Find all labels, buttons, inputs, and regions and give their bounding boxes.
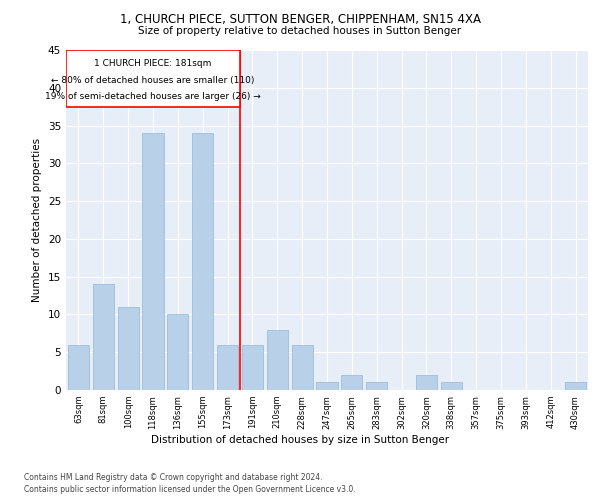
Bar bbox=[68, 344, 89, 390]
Text: 1, CHURCH PIECE, SUTTON BENGER, CHIPPENHAM, SN15 4XA: 1, CHURCH PIECE, SUTTON BENGER, CHIPPENH… bbox=[119, 12, 481, 26]
Bar bbox=[316, 382, 338, 390]
Bar bbox=[565, 382, 586, 390]
Bar bbox=[441, 382, 462, 390]
Bar bbox=[292, 344, 313, 390]
Bar bbox=[366, 382, 387, 390]
Text: 19% of semi-detached houses are larger (26) →: 19% of semi-detached houses are larger (… bbox=[45, 92, 261, 102]
Bar bbox=[167, 314, 188, 390]
Text: Distribution of detached houses by size in Sutton Benger: Distribution of detached houses by size … bbox=[151, 435, 449, 445]
Bar bbox=[217, 344, 238, 390]
FancyBboxPatch shape bbox=[66, 50, 240, 106]
Bar bbox=[118, 307, 139, 390]
Y-axis label: Number of detached properties: Number of detached properties bbox=[32, 138, 43, 302]
Bar bbox=[192, 133, 213, 390]
Text: Contains public sector information licensed under the Open Government Licence v3: Contains public sector information licen… bbox=[24, 485, 356, 494]
Bar bbox=[341, 375, 362, 390]
Text: ← 80% of detached houses are smaller (110): ← 80% of detached houses are smaller (11… bbox=[52, 76, 254, 84]
Bar bbox=[242, 344, 263, 390]
Bar bbox=[267, 330, 288, 390]
Text: 1 CHURCH PIECE: 181sqm: 1 CHURCH PIECE: 181sqm bbox=[94, 59, 212, 68]
Text: Size of property relative to detached houses in Sutton Benger: Size of property relative to detached ho… bbox=[139, 26, 461, 36]
Bar bbox=[142, 133, 164, 390]
Text: Contains HM Land Registry data © Crown copyright and database right 2024.: Contains HM Land Registry data © Crown c… bbox=[24, 472, 323, 482]
Bar bbox=[93, 284, 114, 390]
Bar bbox=[416, 375, 437, 390]
